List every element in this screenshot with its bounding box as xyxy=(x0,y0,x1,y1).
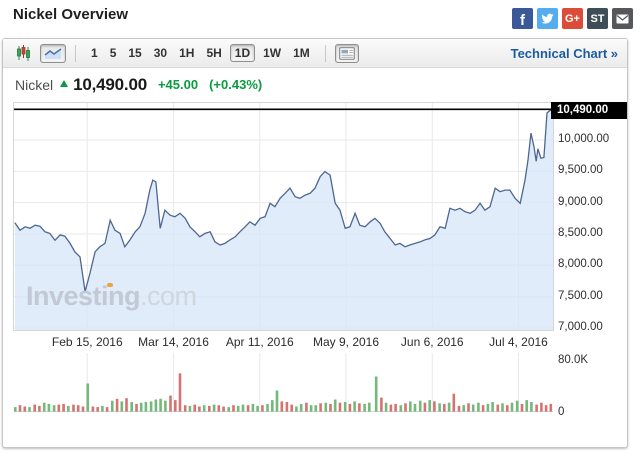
price-pane: Investing.com xyxy=(13,102,554,331)
instrument-name: Nickel xyxy=(15,76,54,93)
x-axis: Feb 15, 2016 Mar 14, 2016 Apr 11, 2016 May … xyxy=(14,331,553,351)
news-page-icon xyxy=(338,46,355,60)
toolbar-divider xyxy=(324,44,326,62)
interval-30-button[interactable]: 30 xyxy=(153,46,168,60)
y-axis-label: 7,000.00 xyxy=(558,320,603,333)
up-arrow-icon xyxy=(60,80,69,87)
social-share-bar: f G+ ST xyxy=(512,8,633,29)
candlestick-icon xyxy=(17,45,30,61)
x-axis-label: Jun 6, 2016 xyxy=(400,335,464,349)
interval-1w-button[interactable]: 1W xyxy=(263,46,282,60)
googleplus-share-icon[interactable]: G+ xyxy=(562,8,583,29)
key-events-button[interactable] xyxy=(334,43,359,63)
y-axis-label: 8,000.00 xyxy=(558,258,603,271)
y-axis-label: 9,000.00 xyxy=(558,195,603,208)
interval-5-button[interactable]: 5 xyxy=(109,46,117,60)
x-axis-label: May 9, 2016 xyxy=(312,335,380,349)
quote-row: Nickel 10,490.00 +45.00 (+0.43%) xyxy=(3,67,627,102)
price-area-chart[interactable] xyxy=(14,103,553,330)
page-title: Nickel Overview xyxy=(13,6,129,23)
y-axis-label: 10,000.00 xyxy=(558,132,610,145)
y-axis-label: 7,500.00 xyxy=(558,289,603,302)
candlestick-chart-button[interactable] xyxy=(13,43,34,63)
price-change-percent: (+0.43%) xyxy=(209,77,263,92)
envelope-icon xyxy=(616,14,629,23)
price-change: +45.00 xyxy=(157,77,199,92)
x-axis-label: Apr 11, 2016 xyxy=(225,335,294,349)
twitter-bird-icon xyxy=(541,13,554,24)
x-axis-label: Jul 4, 2016 xyxy=(489,335,548,349)
facebook-glyph: f xyxy=(520,12,525,29)
line-chart-button[interactable] xyxy=(40,43,66,63)
technical-chart-link[interactable]: Technical Chart » xyxy=(510,45,618,61)
twitter-share-icon[interactable] xyxy=(537,8,558,29)
last-price: 10,490.00 xyxy=(73,74,147,94)
interval-5h-button[interactable]: 5H xyxy=(206,46,222,60)
volume-axis-label: 80.0K xyxy=(558,354,589,367)
y-axis: 10,490.00 10,000.00 9,500.00 9,000.00 8,500… xyxy=(551,101,627,447)
interval-15-button[interactable]: 15 xyxy=(128,46,142,60)
interval-1-button[interactable]: 1 xyxy=(91,46,98,60)
stocktwits-share-icon[interactable]: ST xyxy=(587,8,608,29)
googleplus-glyph: G+ xyxy=(565,12,580,25)
interval-1m-button[interactable]: 1M xyxy=(293,46,310,60)
volume-pane xyxy=(14,352,553,413)
x-axis-label: Feb 15, 2016 xyxy=(51,335,123,349)
facebook-share-icon[interactable]: f xyxy=(512,8,533,29)
email-share-icon[interactable] xyxy=(612,8,633,29)
volume-axis-label: 0 xyxy=(558,405,565,418)
interval-1d-button[interactable]: 1D xyxy=(229,44,256,62)
interval-selector: 1 5 15 30 1H 5H 1D 1W 1M xyxy=(85,44,316,62)
chart-widget: 1 5 15 30 1H 5H 1D 1W 1M Technical Chart… xyxy=(2,38,628,448)
y-axis-label: 9,500.00 xyxy=(558,164,603,177)
last-price-tag: 10,490.00 xyxy=(551,101,627,119)
line-chart-icon xyxy=(44,47,62,59)
toolbar-divider xyxy=(75,44,76,62)
x-axis-label: Mar 14, 2016 xyxy=(138,335,209,349)
y-axis-label: 8,500.00 xyxy=(558,226,603,239)
interval-1h-button[interactable]: 1H xyxy=(179,46,195,60)
stocktwits-glyph: ST xyxy=(590,12,605,25)
chart-toolbar: 1 5 15 30 1H 5H 1D 1W 1M Technical Chart… xyxy=(3,39,627,68)
volume-bar-chart[interactable] xyxy=(14,352,553,413)
